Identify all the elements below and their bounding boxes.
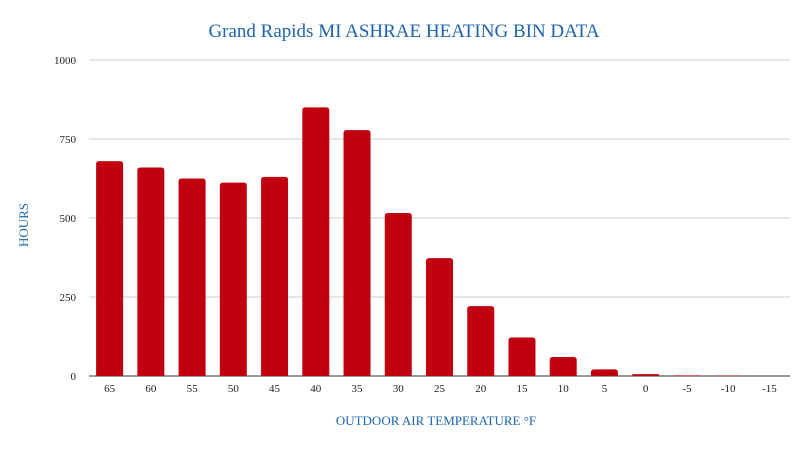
x-tick-label: -15 (762, 383, 777, 395)
x-tick-label: 65 (104, 383, 116, 395)
bars (96, 107, 742, 377)
x-tick-label: 5 (602, 383, 608, 395)
y-tick-label: 0 (71, 371, 77, 383)
x-tick-label: -10 (721, 383, 736, 395)
x-tick-label: 20 (475, 383, 487, 395)
x-tick-label: 55 (187, 383, 199, 395)
bar-60 (137, 167, 165, 376)
x-tick-label: 60 (145, 383, 157, 395)
bar-10 (549, 357, 577, 376)
y-axis-ticks: 0 250 500 750 1000 (54, 55, 77, 383)
bar-5 (590, 369, 618, 376)
gridlines (89, 59, 790, 377)
x-axis-label: OUTDOOR AIR TEMPERATURE °F (336, 413, 536, 428)
x-tick-label: 50 (228, 383, 240, 395)
y-tick-label: 1000 (54, 55, 77, 67)
y-tick-label: 750 (60, 134, 77, 146)
bar-50 (219, 182, 247, 376)
bar--5 (673, 375, 701, 376)
x-tick-label: 40 (310, 383, 322, 395)
bar-25 (426, 258, 453, 376)
bar-45 (261, 176, 289, 376)
bar-0 (632, 374, 660, 376)
x-tick-label: 30 (393, 383, 405, 395)
y-tick-label: 500 (60, 213, 77, 225)
bar-65 (96, 161, 124, 376)
x-tick-label: 45 (269, 383, 281, 395)
x-tick-label: 35 (352, 383, 364, 395)
x-tick-label: 15 (516, 383, 528, 395)
bar-30 (384, 212, 412, 376)
bar-15 (508, 337, 536, 376)
chart-title: Grand Rapids MI ASHRAE HEATING BIN DATA (208, 21, 599, 42)
y-axis-label: HOURS (16, 203, 31, 247)
x-tick-label: -5 (682, 383, 692, 395)
bar-20 (467, 306, 495, 376)
x-tick-label: 10 (558, 383, 570, 395)
bar-40 (302, 107, 330, 377)
y-tick-label: 250 (60, 292, 77, 304)
x-tick-label: 0 (643, 383, 649, 395)
bar-35 (343, 130, 371, 376)
x-tick-label: 25 (434, 383, 446, 395)
bar-55 (178, 178, 206, 376)
x-axis-ticks: 65 60 55 50 45 40 35 30 25 20 15 10 5 0 -5 -10 -15 (104, 383, 777, 395)
